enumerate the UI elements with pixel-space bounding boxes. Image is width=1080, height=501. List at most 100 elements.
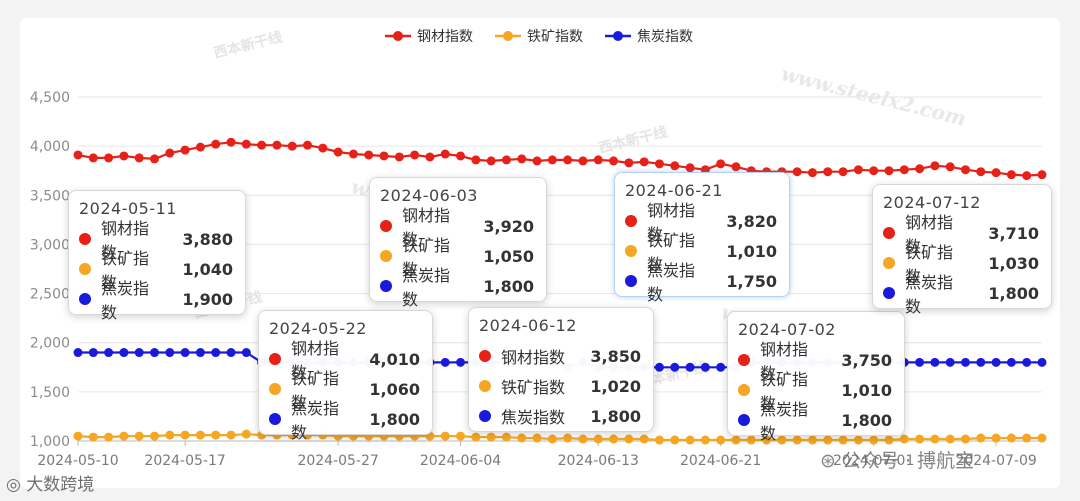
x-tick-label: 2024-07-09: [955, 453, 1036, 469]
data-point: [1022, 433, 1032, 443]
data-point: [945, 162, 955, 172]
tooltip-series-name: 焦炭指数: [501, 408, 566, 427]
series-dot-icon: [380, 250, 392, 262]
data-point: [88, 432, 98, 442]
data-point: [134, 431, 144, 441]
tooltip-value: 1,800: [590, 406, 641, 426]
tooltip-row: 焦炭指数 1,900: [79, 279, 233, 322]
data-point: [226, 430, 236, 440]
data-point: [915, 357, 925, 367]
data-point: [165, 430, 175, 440]
data-point: [456, 357, 466, 367]
series-dot-icon: [883, 287, 895, 299]
footer-watermark-left: ◎ 大数跨境: [6, 475, 95, 495]
tooltip-row: 焦炭指数 1,800: [738, 400, 892, 443]
x-tick-label: 2024-05-27: [297, 453, 378, 469]
data-point: [945, 434, 955, 444]
data-point: [991, 433, 1001, 443]
watermark-brand: 西本新干线: [597, 123, 669, 156]
tooltip-value: 3,920: [483, 216, 534, 236]
legend-label: 焦炭指数: [637, 29, 693, 45]
data-point: [685, 362, 695, 372]
tooltip-value: 1,800: [369, 409, 420, 429]
data-point: [960, 165, 970, 175]
data-point: [241, 139, 251, 149]
tooltip-box: 2024-05-11 钢材指数 3,880 铁矿指数 1,040 焦炭指数 1,900: [68, 190, 246, 322]
data-point: [976, 433, 986, 443]
tooltip-value: 1,800: [841, 410, 892, 430]
data-point: [195, 348, 205, 358]
data-point: [241, 348, 251, 358]
data-point: [501, 432, 511, 442]
tooltip-series-name: 焦炭指数: [760, 400, 809, 443]
data-point: [960, 434, 970, 444]
tooltip-row: 焦炭指数 1,800: [269, 399, 420, 442]
data-point: [700, 435, 710, 445]
data-point: [501, 155, 511, 165]
series-line: [77, 432, 1042, 442]
tooltip-row: 钢材指数 3,750: [738, 340, 892, 383]
data-point: [150, 154, 160, 164]
tooltip-value: 1,060: [369, 379, 420, 399]
data-point: [165, 148, 175, 158]
data-point: [1006, 433, 1016, 443]
watermark-site: www.steelx2.com: [779, 62, 969, 131]
data-point: [609, 434, 619, 444]
tooltip-row: 钢材指数 3,820: [625, 201, 777, 244]
data-point: [654, 362, 664, 372]
data-point: [869, 166, 879, 176]
tooltip-date: 2024-07-02: [738, 320, 836, 339]
data-point: [150, 431, 160, 441]
tooltip-row: 钢材指数 3,710: [883, 213, 1039, 256]
x-tick-label: 2024-05-17: [144, 453, 225, 469]
data-point: [899, 165, 909, 175]
tooltip-value: 1,800: [483, 276, 534, 296]
data-point: [762, 435, 772, 445]
tooltip-value: 1,050: [483, 246, 534, 266]
data-point: [624, 434, 634, 444]
tooltip-value: 3,750: [841, 350, 892, 370]
series-dot-icon: [79, 233, 91, 245]
series-dot-icon: [738, 384, 750, 396]
data-point: [73, 348, 83, 358]
data-point: [654, 435, 664, 445]
data-point: [104, 432, 114, 442]
data-point: [180, 145, 190, 155]
y-tick-label: 2,500: [30, 287, 70, 303]
data-point: [991, 168, 1001, 178]
x-tick-label: 2024-07-01: [833, 453, 914, 469]
data-point: [563, 433, 573, 443]
tooltip-row: 铁矿指数 1,010: [738, 370, 892, 413]
data-point: [486, 432, 496, 442]
data-point: [226, 137, 236, 147]
tooltip-series-name: 铁矿指数: [905, 243, 954, 286]
data-point: [685, 435, 695, 445]
tooltip-series-name: 焦炭指数: [101, 279, 150, 322]
legend-label: 钢材指数: [417, 29, 473, 45]
tooltip-row: 焦炭指数 1,800: [883, 273, 1039, 316]
data-point: [792, 167, 802, 177]
tooltip-row: 焦炭指数 1,750: [625, 261, 777, 304]
data-point: [272, 140, 282, 150]
data-point: [838, 435, 848, 445]
data-point: [471, 432, 481, 442]
data-point: [609, 156, 619, 166]
tooltip-value: 1,800: [988, 283, 1039, 303]
data-point: [180, 348, 190, 358]
tooltip-value: 1,010: [726, 241, 777, 261]
data-point: [211, 348, 221, 358]
tooltip-row: 焦炭指数 1,800: [479, 401, 641, 431]
data-point: [884, 435, 894, 445]
data-point: [593, 155, 603, 165]
data-point: [257, 140, 267, 150]
data-point: [670, 362, 680, 372]
tooltip-box: 2024-06-12 钢材指数 3,850 铁矿指数 1,020 焦炭指数 1,800: [468, 307, 654, 432]
data-point: [456, 431, 466, 441]
x-tick-label: 2024-06-21: [680, 453, 761, 469]
tooltip-series-name: 焦炭指数: [905, 273, 954, 316]
data-point: [119, 151, 129, 161]
data-point: [440, 357, 450, 367]
data-point: [486, 156, 496, 166]
y-tick-label: 3,000: [30, 237, 70, 253]
data-point: [1022, 171, 1032, 181]
